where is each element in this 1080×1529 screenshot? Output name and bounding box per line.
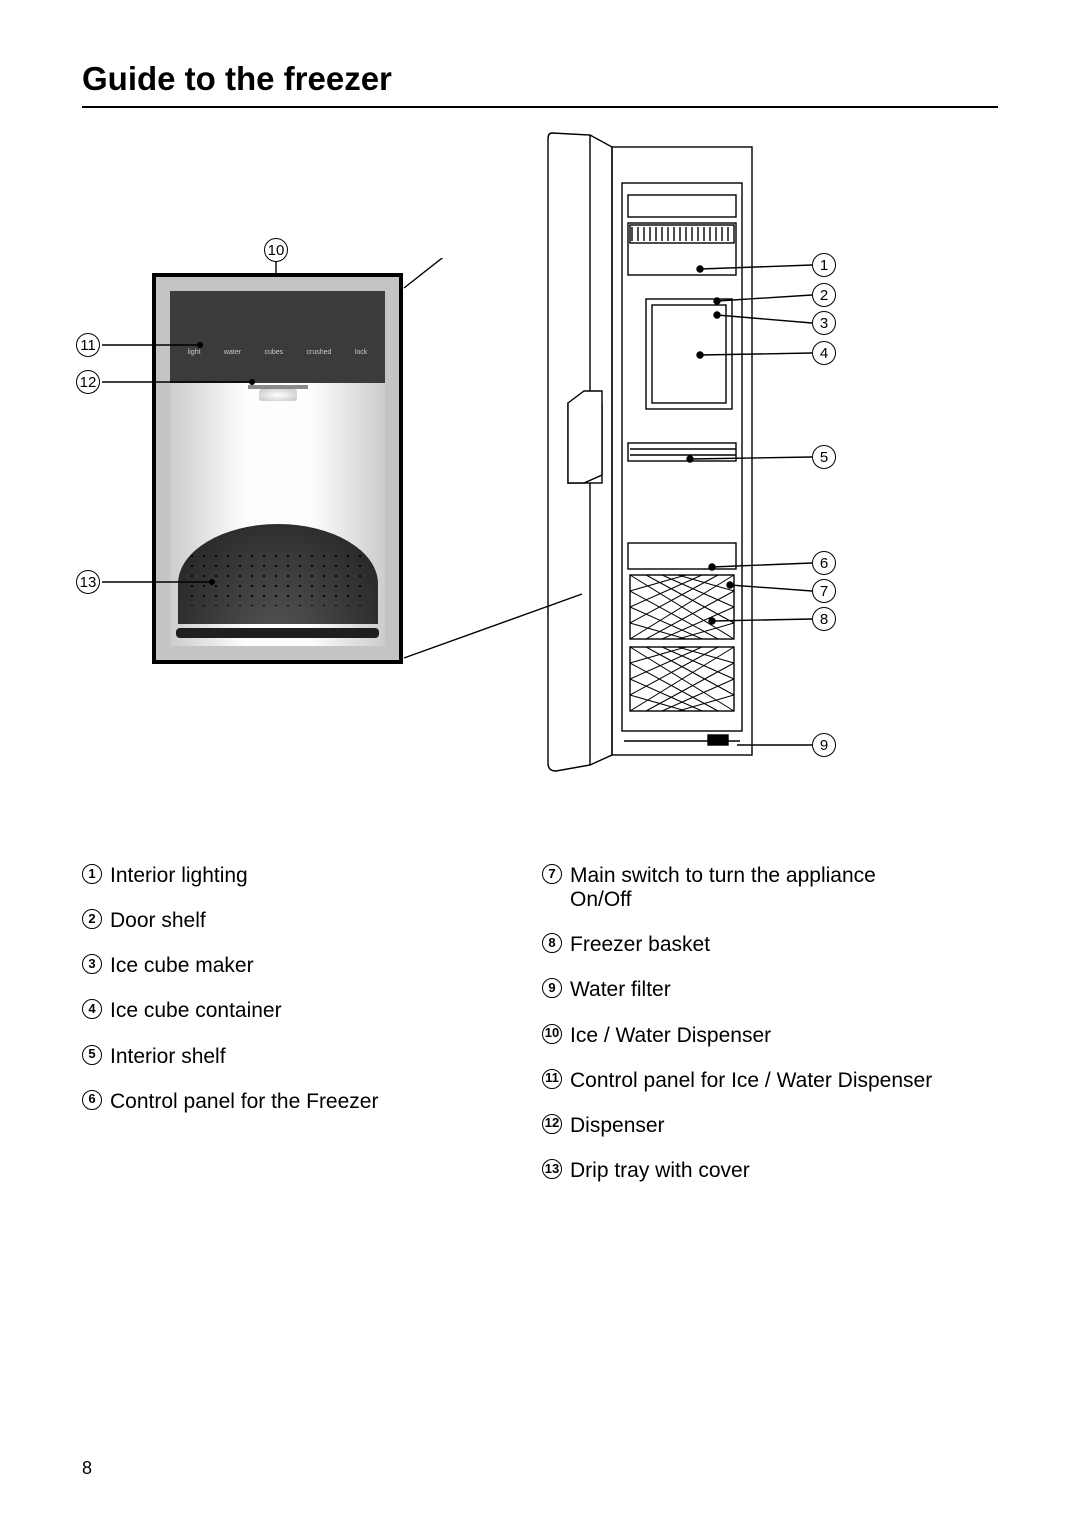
dispenser-leaders	[82, 258, 422, 678]
title-rule	[82, 106, 998, 108]
legend-num-10: 10	[542, 1024, 562, 1044]
legend-num-8: 8	[542, 933, 562, 953]
legend-item-7: 7 Main switch to turn the appliance On/Of…	[542, 863, 942, 912]
callout-4: 4	[812, 341, 836, 365]
legend-text-2: Door shelf	[110, 908, 206, 933]
legend-item-10: 10 Ice / Water Dispenser	[542, 1023, 942, 1048]
legend-num-1: 1	[82, 864, 102, 884]
legend-item-13: 13 Drip tray with cover	[542, 1158, 942, 1183]
callout-3-label: 3	[820, 315, 828, 332]
legend-num-5: 5	[82, 1045, 102, 1065]
legend-text-8: Freezer basket	[570, 932, 710, 957]
callout-9-label: 9	[820, 737, 828, 754]
callout-1-label: 1	[820, 257, 828, 274]
legend-col-left: 1 Interior lighting 2 Door shelf 3 Ice cube m…	[82, 863, 482, 1203]
legend-item-9: 9 Water filter	[542, 977, 942, 1002]
legend: 1 Interior lighting 2 Door shelf 3 Ice cube m…	[82, 863, 998, 1203]
page-number: 8	[82, 1458, 92, 1479]
legend-item-8: 8 Freezer basket	[542, 932, 942, 957]
callout-2-label: 2	[820, 287, 828, 304]
callout-7: 7	[812, 579, 836, 603]
callout-2: 2	[812, 283, 836, 307]
legend-item-4: 4 Ice cube container	[82, 998, 482, 1023]
freezer-figure	[512, 123, 832, 788]
legend-text-10: Ice / Water Dispenser	[570, 1023, 771, 1048]
legend-item-12: 12 Dispenser	[542, 1113, 942, 1138]
callout-6-label: 6	[820, 555, 828, 572]
callout-6: 6	[812, 551, 836, 575]
legend-item-1: 1 Interior lighting	[82, 863, 482, 888]
legend-num-4: 4	[82, 999, 102, 1019]
callout-5: 5	[812, 445, 836, 469]
legend-num-11: 11	[542, 1069, 562, 1089]
legend-item-3: 3 Ice cube maker	[82, 953, 482, 978]
legend-text-1: Interior lighting	[110, 863, 248, 888]
legend-num-6: 6	[82, 1090, 102, 1110]
legend-item-2: 2 Door shelf	[82, 908, 482, 933]
legend-item-11: 11 Control panel for Ice / Water Dispense…	[542, 1068, 942, 1093]
legend-item-6: 6 Control panel for the Freezer	[82, 1089, 482, 1114]
callout-4-label: 4	[820, 345, 828, 362]
callout-3: 3	[812, 311, 836, 335]
freezer-svg	[512, 123, 832, 783]
legend-item-5: 5 Interior shelf	[82, 1044, 482, 1069]
callout-5-label: 5	[820, 449, 828, 466]
figure-area: 10 light water cubes crushed lock	[82, 138, 998, 833]
legend-text-12: Dispenser	[570, 1113, 665, 1138]
legend-num-9: 9	[542, 978, 562, 998]
legend-text-13: Drip tray with cover	[570, 1158, 750, 1183]
legend-text-4: Ice cube container	[110, 998, 282, 1023]
callout-8-label: 8	[820, 611, 828, 628]
callout-9: 9	[812, 733, 836, 757]
legend-num-2: 2	[82, 909, 102, 929]
legend-col-right: 7 Main switch to turn the appliance On/Of…	[542, 863, 942, 1203]
callout-1: 1	[812, 253, 836, 277]
legend-text-7: Main switch to turn the appliance On/Off	[570, 863, 942, 912]
legend-num-3: 3	[82, 954, 102, 974]
callout-7-label: 7	[820, 583, 828, 600]
legend-text-3: Ice cube maker	[110, 953, 254, 978]
legend-num-7: 7	[542, 864, 562, 884]
legend-num-12: 12	[542, 1114, 562, 1134]
legend-text-9: Water filter	[570, 977, 671, 1002]
page-title: Guide to the freezer	[82, 60, 998, 98]
callout-8: 8	[812, 607, 836, 631]
legend-text-6: Control panel for the Freezer	[110, 1089, 378, 1114]
legend-text-5: Interior shelf	[110, 1044, 226, 1069]
legend-text-11: Control panel for Ice / Water Dispenser	[570, 1068, 932, 1093]
legend-num-13: 13	[542, 1159, 562, 1179]
